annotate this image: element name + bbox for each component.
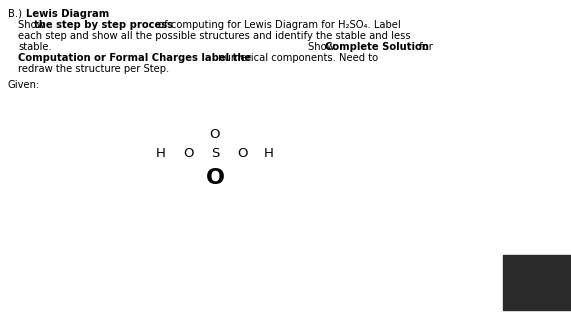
Text: numerical components. Need to: numerical components. Need to <box>215 53 378 63</box>
Text: H: H <box>264 147 274 160</box>
Text: O: O <box>237 147 247 160</box>
Text: O: O <box>210 128 220 141</box>
Text: Show: Show <box>308 42 338 52</box>
Text: for: for <box>416 42 433 52</box>
Text: each step and show all the possible structures and identify the stable and less: each step and show all the possible stru… <box>18 31 411 41</box>
Text: O: O <box>206 168 224 188</box>
Text: B.): B.) <box>8 9 22 19</box>
Text: redraw the structure per Step.: redraw the structure per Step. <box>18 64 169 74</box>
Text: stable.: stable. <box>18 42 52 52</box>
Text: S: S <box>211 147 219 160</box>
Bar <box>503 255 571 310</box>
Text: O: O <box>183 147 193 160</box>
Text: Complete Solution: Complete Solution <box>325 42 429 52</box>
Text: of computing for Lewis Diagram for H₂SO₄. Label: of computing for Lewis Diagram for H₂SO₄… <box>155 20 401 30</box>
Text: Given:: Given: <box>8 80 40 90</box>
Text: the step by step process: the step by step process <box>34 20 173 30</box>
Text: Computation or Formal Charges label the: Computation or Formal Charges label the <box>18 53 251 63</box>
Text: Lewis Diagram: Lewis Diagram <box>26 9 109 19</box>
Text: Show: Show <box>18 20 48 30</box>
Text: H: H <box>156 147 166 160</box>
